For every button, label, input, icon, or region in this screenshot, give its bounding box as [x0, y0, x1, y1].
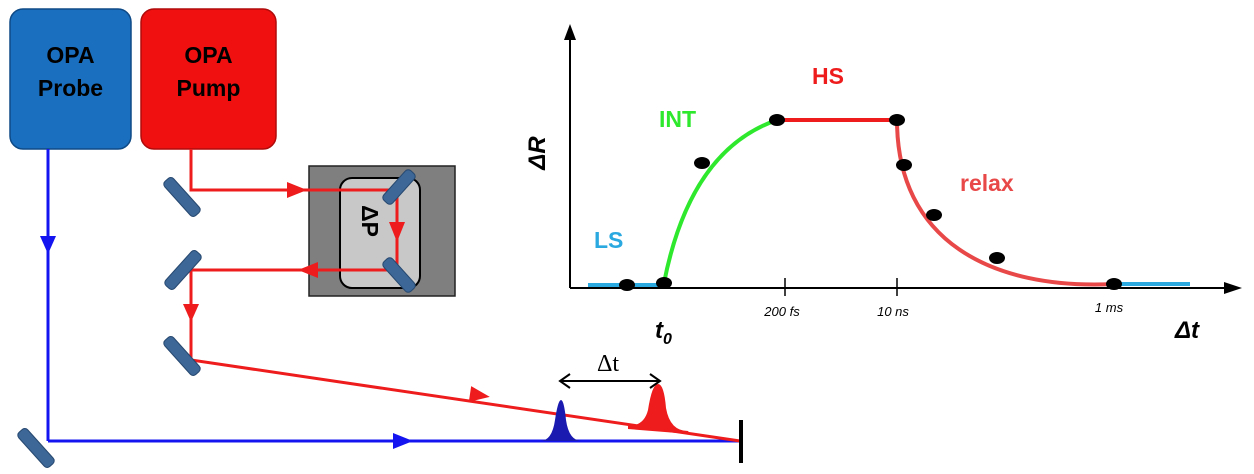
curve-relax-segment — [895, 119, 1115, 287]
curve-point — [896, 159, 912, 171]
pump-arrow-down-stage — [389, 222, 405, 242]
probe-beam — [40, 149, 740, 449]
opa-pump-box: OPA Pump — [140, 8, 277, 150]
curve-point — [656, 277, 672, 289]
tick-label-200fs: 200 fs — [763, 304, 800, 319]
curve-point — [1106, 278, 1122, 290]
mirror-icon — [163, 177, 201, 217]
probe-pulse-icon — [540, 400, 582, 441]
opa-probe-box: OPA Probe — [9, 8, 132, 150]
phase-label-relax: relax — [960, 170, 1014, 196]
phase-label-hs: HS — [812, 63, 844, 89]
mirror-icon — [382, 257, 416, 293]
delay-label: Δt — [597, 351, 619, 377]
x-axis-label: Δt — [1174, 317, 1200, 344]
pump-arrow-right — [287, 182, 307, 198]
delay-stage-label: ΔP — [357, 205, 383, 237]
curve-int-segment — [662, 118, 778, 284]
pump-arrow-down — [183, 304, 199, 322]
curve-point — [989, 252, 1005, 264]
opa-probe-line1: OPA — [46, 42, 94, 68]
y-axis-arrow-icon — [564, 24, 576, 40]
curve-point — [769, 114, 785, 126]
y-axis-label: ΔR — [524, 136, 551, 171]
delay-double-arrow — [558, 373, 662, 389]
curve-point — [619, 279, 635, 291]
mirror-icon — [164, 250, 202, 290]
pump-beam-arrows — [183, 182, 490, 402]
probe-arrow-down — [40, 236, 56, 254]
mirror-icon — [163, 336, 201, 376]
pump-arrow-diagonal — [468, 386, 490, 402]
t0-label: t0 — [655, 317, 672, 348]
mirror-icon — [17, 428, 55, 468]
opa-probe-line2: Probe — [38, 75, 103, 101]
curve-point — [926, 209, 942, 221]
pump-arrow-left — [298, 262, 318, 278]
curve-points — [619, 114, 1122, 291]
x-axis-arrow-icon — [1224, 282, 1242, 294]
curve-point — [889, 114, 905, 126]
tick-label-10ns: 10 ns — [877, 304, 909, 319]
curve-point — [694, 157, 710, 169]
pump-pulse-icon — [628, 384, 690, 434]
phase-label-int: INT — [659, 106, 696, 132]
phase-label-ls: LS — [594, 227, 623, 253]
opa-pump-line1: OPA — [184, 42, 232, 68]
opa-pump-line2: Pump — [177, 75, 241, 101]
probe-arrow-right — [393, 433, 413, 449]
mirrors — [17, 169, 416, 468]
response-graph: 200 fs 10 ns 1 ms ΔR Δt t0 LS INT HS rel… — [524, 24, 1242, 348]
delay-stage: ΔP — [308, 165, 456, 297]
tick-label-1ms: 1 ms — [1095, 300, 1124, 315]
mirror-icon — [382, 169, 416, 205]
